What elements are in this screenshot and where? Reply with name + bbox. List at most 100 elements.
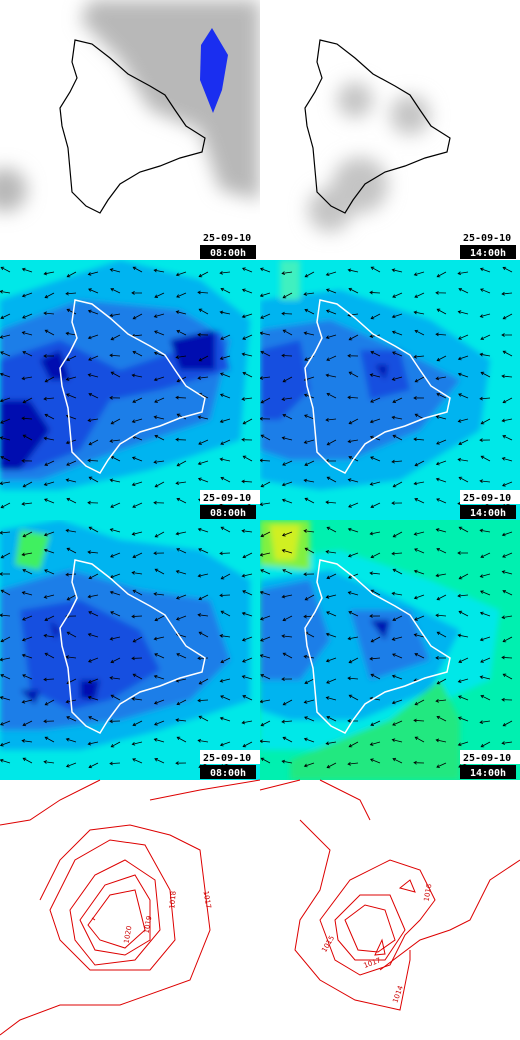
date-box [460, 230, 520, 244]
wind-arrow [241, 529, 253, 533]
pressure-panel [0, 779, 261, 1036]
wind-arrow [66, 716, 77, 722]
wind-arrow [260, 331, 271, 336]
wind-arrow [391, 674, 403, 680]
wind-arrow [132, 673, 143, 680]
wind-arrow [392, 531, 403, 538]
wind-arrow [260, 720, 271, 727]
date-label: 25-09-10 [203, 753, 251, 764]
timestamp: 25-09-10 08:00h [200, 230, 260, 259]
wind-arrow [260, 615, 271, 621]
wind-arrow [197, 527, 209, 533]
wind-arrow [131, 418, 143, 423]
wind-arrow [501, 481, 513, 487]
wind-arrow [457, 271, 469, 276]
wind-arrow [220, 610, 231, 617]
wind-arrow [370, 397, 381, 403]
wind-arrow [219, 393, 231, 399]
date-box [460, 490, 520, 504]
wind-arrow [109, 573, 121, 579]
wind-arrow [21, 502, 33, 506]
wind-arrow [241, 573, 253, 578]
wind-arrow [391, 330, 403, 336]
wind-arrow [219, 372, 231, 378]
wind-arrow [66, 355, 77, 361]
wind-arrow [44, 460, 55, 466]
wind-arrow [220, 657, 231, 664]
wind-arrow [326, 355, 337, 361]
wind-arrow [414, 736, 425, 743]
contour-label: 1020 [123, 925, 134, 944]
wind-arrow [260, 674, 271, 680]
wind-arrow [281, 436, 293, 441]
contour-label: 1018 [168, 891, 178, 909]
timestamp: 25-09-10 14:00h [460, 230, 520, 259]
wind-arrow [435, 573, 447, 578]
wind-arrow [370, 456, 381, 462]
wind-arrow [66, 631, 77, 638]
wind-arrow [175, 569, 187, 575]
wind-arrow [370, 266, 381, 273]
wind-arrow [501, 655, 513, 660]
wind-arrow [219, 678, 231, 683]
wind-arrow [458, 526, 469, 533]
wind-arrow [260, 502, 271, 507]
wind-arrow [109, 439, 121, 443]
wind-arrow [87, 657, 99, 663]
wind-arrow [480, 334, 491, 340]
wind-arrow [282, 615, 293, 622]
wind-arrow [457, 551, 469, 555]
wind-arrow [132, 720, 143, 727]
wind-arrow [109, 268, 121, 273]
wind-arrow [436, 439, 447, 445]
wind-arrow [0, 334, 11, 339]
wind-arrow [260, 531, 271, 538]
wind-arrow [281, 531, 293, 537]
wind-arrow [436, 631, 447, 638]
wind-arrow [369, 290, 381, 295]
wind-arrow [436, 762, 447, 768]
wind-arrow [391, 268, 403, 273]
wind-arrow [176, 699, 187, 706]
wind-arrow [176, 292, 187, 298]
wind-arrow [282, 413, 293, 420]
wind-arrow [87, 458, 99, 463]
wind-arrow [198, 548, 209, 554]
wind-arrow [87, 633, 99, 638]
wind-arrow [220, 439, 231, 445]
timestamp: 25-09-10 14:00h [460, 490, 520, 519]
wind-arrow [502, 266, 513, 273]
wind-arrow [110, 418, 121, 425]
wind-arrow [304, 678, 315, 685]
wind-arrow [66, 497, 77, 504]
wind-arrow [65, 291, 77, 296]
wind-arrow [242, 418, 253, 425]
wind-arrow [242, 455, 253, 462]
wind-arrow [435, 699, 447, 703]
wind-arrow [0, 351, 11, 357]
wind-arrow [154, 531, 165, 538]
wind-arrow [153, 720, 165, 726]
wind-arrow [109, 676, 121, 680]
wind-arrow [282, 736, 293, 743]
wind-arrow [131, 481, 143, 487]
wind-arrow [480, 552, 491, 558]
wind-arrow [392, 568, 403, 575]
wind-arrow [65, 528, 77, 533]
wind-arrow [347, 676, 359, 681]
wind-arrow [175, 594, 187, 600]
wind-arrow [132, 266, 143, 273]
wind-arrow [219, 551, 231, 556]
wind-arrow [391, 415, 403, 420]
wind-arrow [66, 460, 77, 466]
wind-arrow [219, 418, 231, 424]
wind-arrow [479, 438, 491, 443]
wind-arrow [480, 657, 491, 663]
date-label: 25-09-10 [463, 233, 511, 244]
wind-arrow [391, 738, 403, 743]
wind-arrow [21, 416, 33, 421]
wind-arrow [109, 636, 121, 641]
wind-arrow [242, 741, 253, 748]
wind-arrow [304, 308, 315, 315]
wind-arrow [347, 395, 359, 400]
